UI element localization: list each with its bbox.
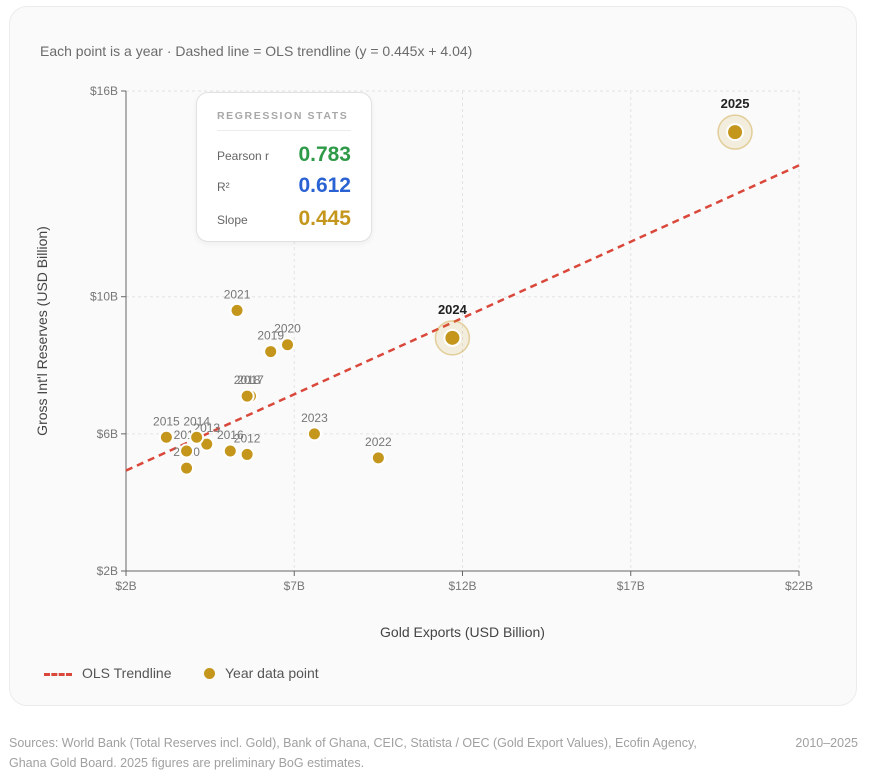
regression-stats-panel: REGRESSION STATS Pearson r 0.783 R² 0.61… (196, 92, 372, 242)
point-marker (370, 450, 386, 466)
x-axis-title: Gold Exports (USD Billion) (380, 624, 545, 640)
data-point-2014: 2014 (183, 414, 210, 445)
legend-trendline-label: OLS Trendline (82, 665, 172, 681)
data-point-2024: 2024 (434, 302, 471, 356)
point-label-2023: 2023 (301, 411, 328, 425)
sources-footnote: Sources: World Bank (Total Reserves incl… (9, 736, 697, 770)
y-axis-title: Gross Int'l Reserves (USD Billion) (34, 226, 50, 436)
stat-label-pearson: Pearson r (217, 149, 270, 163)
point-label-2018: 2018 (234, 373, 261, 387)
data-point-2015: 2015 (153, 414, 180, 445)
point-label-2024: 2024 (438, 302, 468, 317)
point-marker (179, 460, 195, 476)
stat-label-r-squared: R² (217, 180, 230, 194)
x-tick-label: $17B (617, 579, 645, 593)
point-marker (443, 328, 462, 347)
point-label-2025: 2025 (721, 96, 750, 111)
data-point-2016: 2016 (217, 428, 244, 459)
point-marker (179, 443, 195, 459)
point-marker (306, 426, 322, 442)
data-point-2018: 2018 (234, 373, 261, 404)
point-marker (199, 436, 215, 452)
point-marker (229, 302, 245, 318)
data-point-2021: 2021 (224, 287, 251, 318)
stat-value-pearson: 0.783 (298, 143, 351, 166)
stat-row-pearson: Pearson r 0.783 (217, 139, 351, 169)
point-label-2022: 2022 (365, 435, 392, 449)
point-marker (280, 337, 296, 353)
data-point-2019: 2019 (257, 329, 284, 360)
data-point-2012: 2012 (234, 431, 261, 462)
point-label-2019: 2019 (257, 329, 284, 343)
ols-trendline (125, 164, 800, 472)
stats-divider (217, 130, 351, 131)
y-tick-label: $10B (90, 290, 118, 304)
y-tick-label: $2B (97, 564, 118, 578)
point-label-2015: 2015 (153, 414, 180, 428)
data-point-2020: 2020 (274, 322, 301, 353)
point-marker (158, 429, 174, 445)
stat-value-r-squared: 0.612 (298, 174, 351, 197)
point-label-2020: 2020 (274, 322, 301, 336)
trendline-swatch-icon (44, 673, 72, 676)
legend-data-point-label: Year data point (225, 665, 319, 681)
stat-row-r-squared: R² 0.612 (217, 170, 351, 200)
chart-subtitle: Each point is a year · Dashed line = OLS… (40, 43, 473, 59)
data-point-swatch-icon (204, 668, 215, 679)
stat-row-slope: Slope 0.445 (217, 203, 351, 233)
point-label-2016: 2016 (217, 428, 244, 442)
data-point-2025: 2025 (717, 96, 753, 150)
chart-card (9, 6, 857, 706)
point-label-2012: 2012 (234, 431, 261, 445)
point-marker (222, 443, 238, 459)
point-marker (726, 123, 745, 142)
y-tick-label: $16B (90, 84, 118, 98)
regression-stats-title: REGRESSION STATS (217, 110, 349, 122)
point-marker (263, 344, 279, 360)
stat-label-slope: Slope (217, 213, 248, 227)
x-tick-label: $12B (448, 579, 476, 593)
stat-value-slope: 0.445 (298, 207, 351, 230)
point-marker (239, 446, 255, 462)
x-tick-label: $2B (115, 579, 136, 593)
point-label-2014: 2014 (183, 414, 210, 428)
point-label-2017: 2017 (237, 373, 264, 387)
x-tick-label: $22B (785, 579, 813, 593)
data-point-2022: 2022 (365, 435, 392, 466)
point-label-2021: 2021 (224, 287, 251, 301)
point-marker (239, 388, 255, 404)
period-label: 2010–2025 (795, 736, 858, 750)
x-tick-label: $7B (284, 579, 305, 593)
data-point-2023: 2023 (301, 411, 328, 442)
y-tick-label: $6B (97, 427, 118, 441)
point-marker (189, 429, 205, 445)
